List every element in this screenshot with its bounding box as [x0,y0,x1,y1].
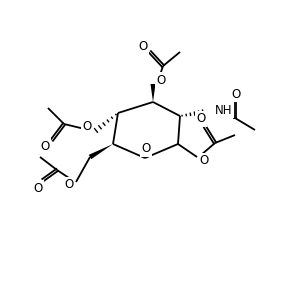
Text: O: O [82,120,92,134]
Text: O: O [40,139,50,153]
Polygon shape [89,144,113,159]
Text: NH: NH [215,103,233,117]
Text: O: O [156,74,166,86]
Polygon shape [151,84,156,102]
Text: O: O [199,154,209,167]
Text: O: O [34,181,43,195]
Text: O: O [138,41,148,54]
Text: O: O [64,179,74,192]
Text: O: O [231,88,241,100]
Text: O: O [141,142,151,156]
Text: O: O [196,113,206,125]
